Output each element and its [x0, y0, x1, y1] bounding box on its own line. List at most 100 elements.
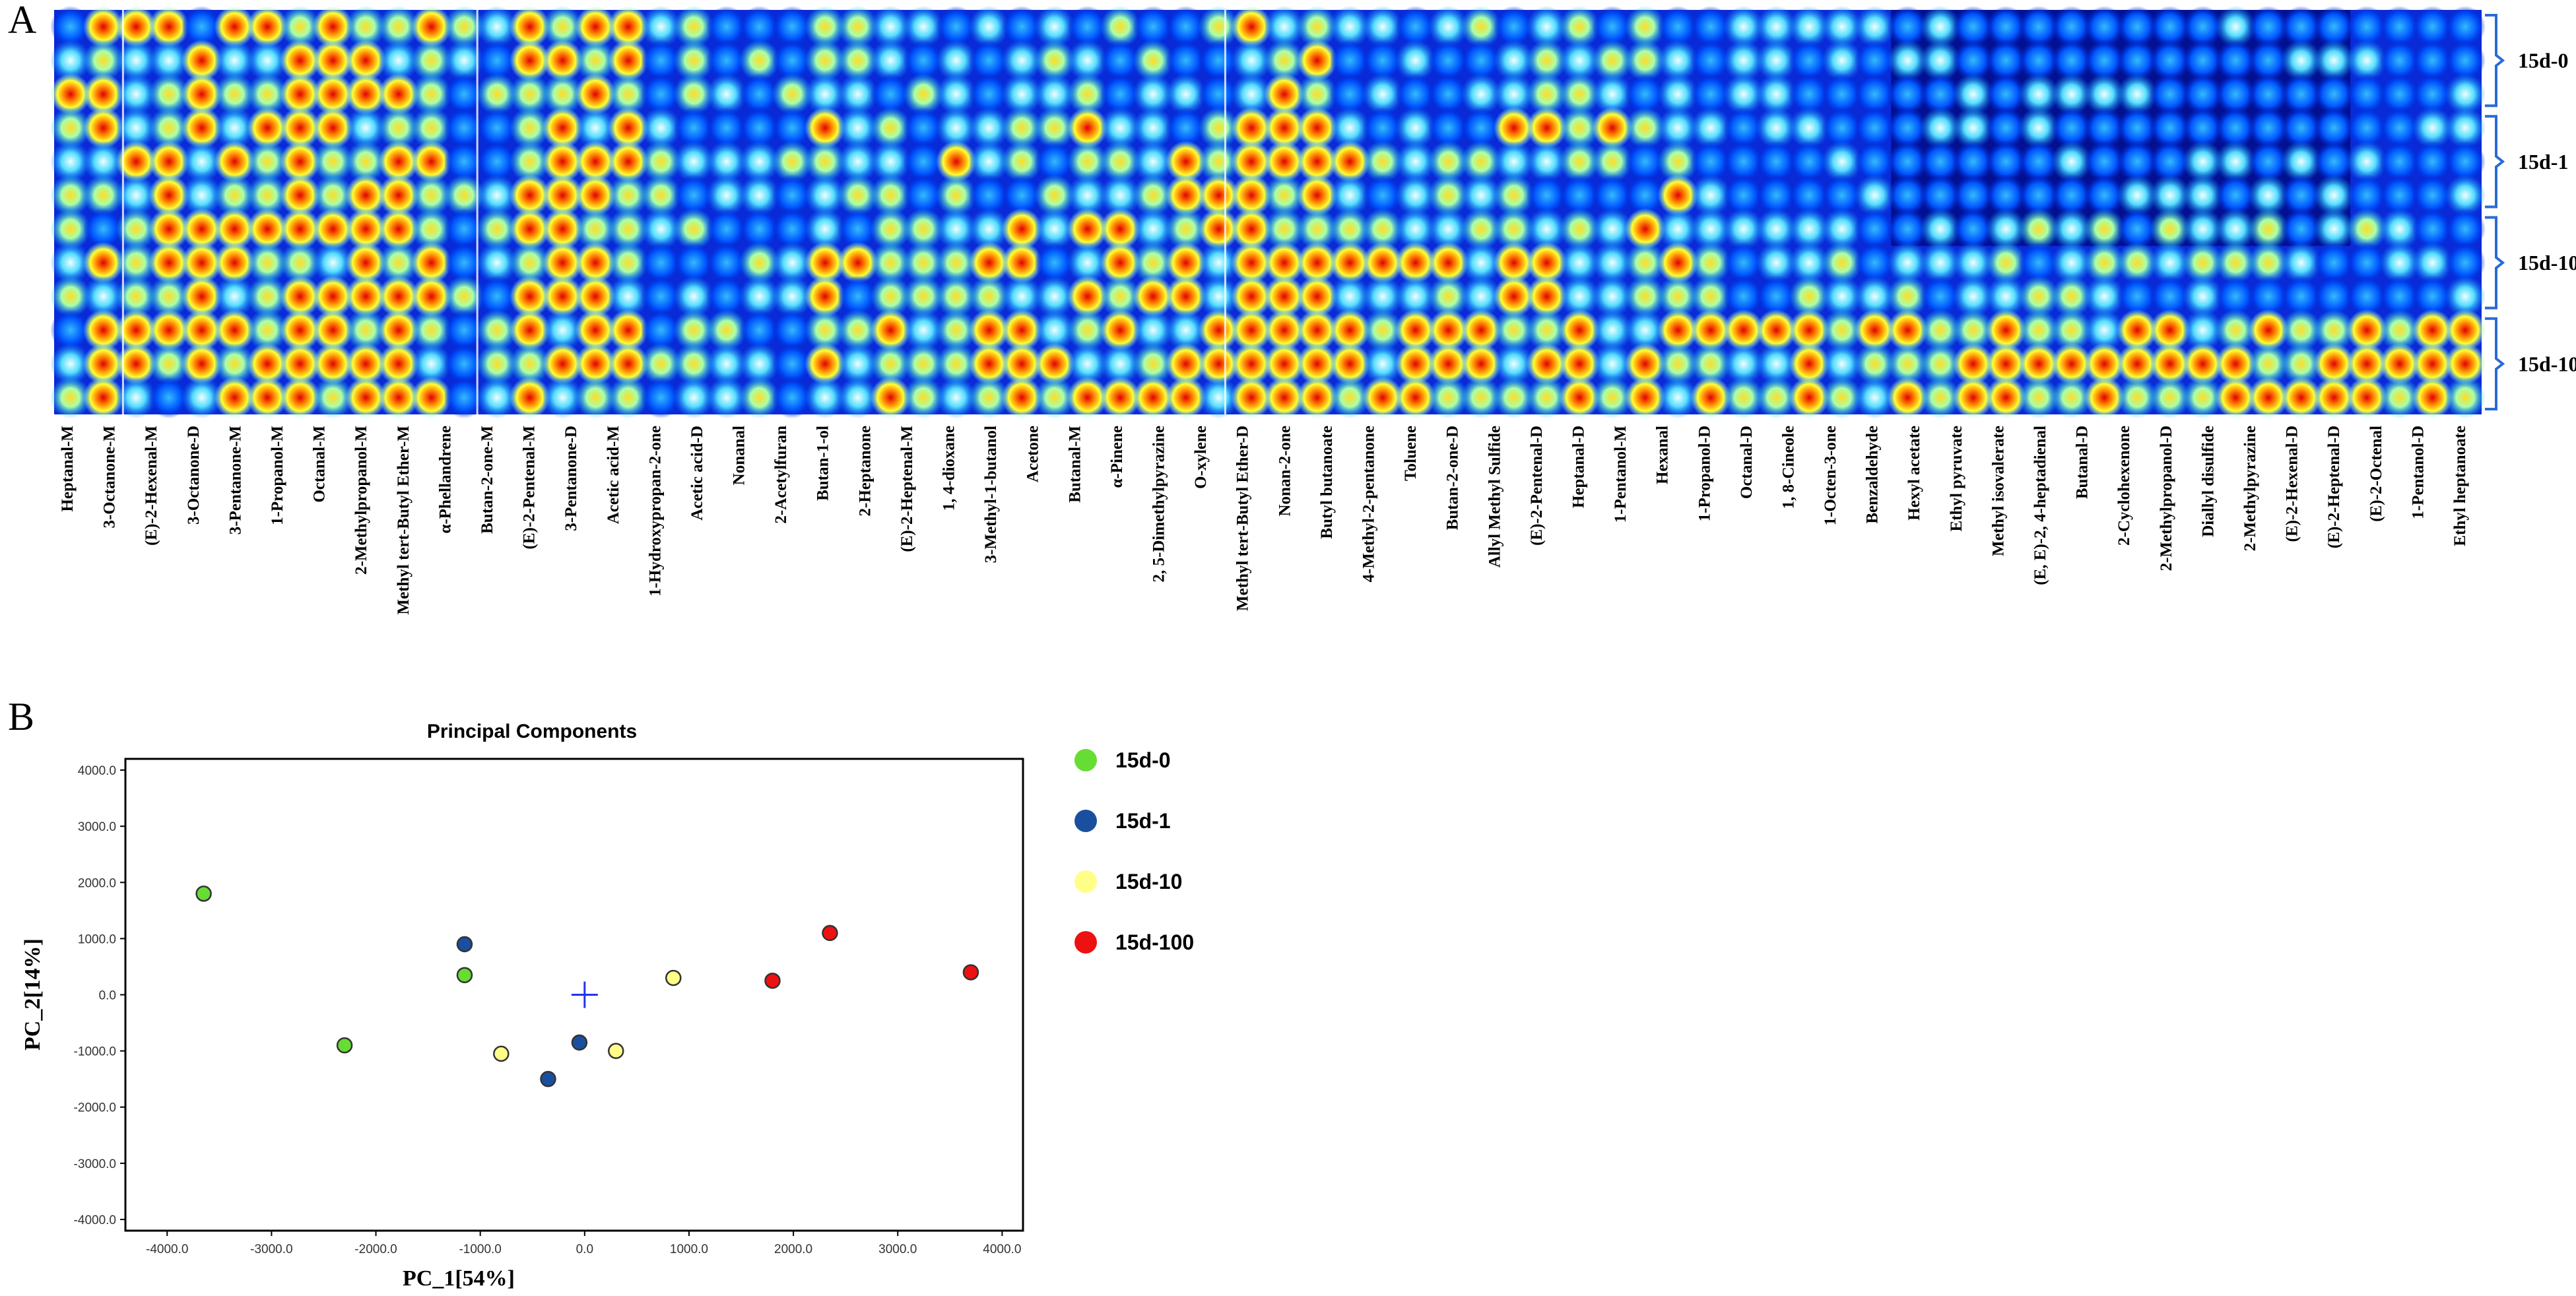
heatmap-cell [2018, 141, 2059, 183]
heatmap-cell [1329, 141, 1371, 183]
heatmap-cell [411, 141, 452, 183]
heatmap-cell [1296, 309, 1338, 351]
heatmap-cell [1231, 73, 1272, 115]
heatmap-cell [1789, 141, 1830, 183]
heatmap-cell [542, 376, 583, 419]
heatmap-cell [1985, 376, 2027, 419]
heatmap-cell [739, 5, 780, 48]
heatmap-cell [345, 242, 386, 284]
heatmap-cell [2412, 39, 2453, 82]
heatmap-cell [903, 275, 944, 317]
compound-label: Hexanal [1654, 426, 1672, 484]
heatmap-cell [1329, 174, 1371, 216]
heatmap-cell [903, 107, 944, 149]
heatmap-cell [1362, 107, 1403, 149]
heatmap-cell [1690, 107, 1731, 149]
heatmap-cell [345, 141, 386, 183]
heatmap-cell [181, 208, 222, 250]
heatmap-cell [640, 208, 682, 250]
heatmap-cell [772, 208, 813, 250]
heatmap-cell [1690, 242, 1731, 284]
heatmap-cell [1559, 242, 1600, 284]
heatmap-cell [1001, 208, 1043, 250]
heatmap-cell [1296, 342, 1338, 385]
heatmap-cell [1789, 309, 1830, 351]
heatmap-cell [706, 309, 747, 351]
heatmap-cell [2215, 208, 2257, 250]
heatmap-cell [607, 208, 649, 250]
heatmap-cell [1165, 107, 1206, 149]
heatmap-cell [1493, 342, 1535, 385]
heatmap-cell [149, 141, 189, 183]
legend-label-15d-10: 15d-10 [1115, 870, 1182, 893]
heatmap-cell [83, 73, 124, 115]
heatmap-cell [1395, 208, 1436, 250]
compound-label: 1-Pentanol-D [2409, 426, 2427, 519]
heatmap-cell [1001, 174, 1043, 216]
heatmap-cell [2412, 141, 2453, 183]
heatmap-cell [870, 174, 911, 216]
heatmap-cell [2412, 5, 2453, 48]
heatmap-cell [542, 107, 583, 149]
heatmap-cell [706, 39, 747, 82]
heatmap-cell [1231, 208, 1272, 250]
x-tick-label: 2000.0 [774, 1243, 812, 1256]
heatmap-cell [607, 174, 649, 216]
heatmap-cell [411, 5, 452, 48]
heatmap-cell [1493, 208, 1535, 250]
compound-label: Acetone [1024, 426, 1042, 482]
heatmap-cell [378, 39, 419, 82]
heatmap-cell [2018, 5, 2059, 48]
heatmap-cell [2182, 39, 2224, 82]
heatmap-cell [1100, 39, 1141, 82]
heatmap-cell [50, 242, 91, 284]
heatmap-cell [968, 275, 1010, 317]
heatmap-cell [1493, 39, 1535, 82]
heatmap-cell [1067, 242, 1108, 284]
heatmap-cell [673, 73, 715, 115]
compound-label: (E)-2-Hexenal-D [2284, 426, 2301, 542]
heatmap-cell [1624, 242, 1666, 284]
heatmap-cell [2117, 73, 2158, 115]
heatmap-cell [279, 208, 321, 250]
heatmap-cell [1067, 39, 1108, 82]
heatmap-cell [181, 39, 222, 82]
heatmap-cell [772, 73, 813, 115]
heatmap-cell [2280, 5, 2322, 48]
compound-label: Acetic acid-M [605, 426, 622, 524]
heatmap-cell [181, 342, 222, 385]
heatmap-cell [1756, 242, 1797, 284]
heatmap-cell [1952, 107, 1994, 149]
heatmap-cell [1231, 107, 1272, 149]
heatmap-cell [1329, 5, 1371, 48]
heatmap-cell [214, 309, 255, 351]
heatmap-cell [1985, 141, 2027, 183]
heatmap-cell [607, 73, 649, 115]
heatmap-cell [1854, 275, 1896, 317]
heatmap-cell [2280, 174, 2322, 216]
heatmap-cell [1493, 275, 1535, 317]
heatmap-cell [279, 376, 321, 419]
heatmap-cell [1329, 275, 1371, 317]
heatmap-cell [2117, 376, 2158, 419]
compound-label: Methyl tert-Butyl Ether-D [1234, 426, 1252, 611]
heatmap-cell [936, 141, 977, 183]
heatmap-cell [477, 242, 517, 284]
heatmap-cell [1395, 5, 1436, 48]
heatmap-cell [1100, 242, 1141, 284]
heatmap-cell [2215, 342, 2257, 385]
heatmap-cell [2445, 309, 2486, 351]
heatmap-cell [640, 174, 682, 216]
heatmap-cell [1231, 5, 1272, 48]
heatmap-cell [411, 107, 452, 149]
heatmap-cell [2084, 73, 2125, 115]
heatmap-cell [2018, 208, 2059, 250]
heatmap-cell [1887, 5, 1929, 48]
heatmap-cell [870, 73, 911, 115]
heatmap-cell [2346, 242, 2387, 284]
heatmap-cell [1034, 242, 1075, 284]
heatmap-cell [1133, 376, 1173, 419]
compound-label: Toluene [1402, 426, 1420, 481]
heatmap-cell [673, 107, 715, 149]
heatmap-cell [279, 107, 321, 149]
